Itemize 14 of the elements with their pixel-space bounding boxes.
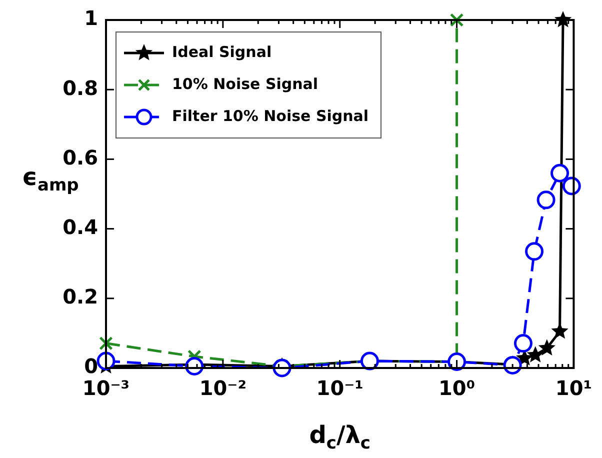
y-tick-label: 0.6 <box>62 145 98 170</box>
x-tick-label: 10⁰ <box>438 376 476 400</box>
x-tick-label: 10⁻² <box>199 376 247 400</box>
y-tick-label: 0.2 <box>62 284 98 309</box>
y-tick-label: 0 <box>84 354 98 378</box>
x-tick-label: 10¹ <box>555 376 592 400</box>
y-tick-label: 1 <box>84 6 98 30</box>
y-tick-label: 0.8 <box>62 76 98 100</box>
x-tick-label: 10⁻³ <box>82 376 130 400</box>
legend-label: Filter 10% Noise Signal <box>172 106 369 125</box>
y-tick-label: 0.4 <box>62 215 98 240</box>
legend-label: 10% Noise Signal <box>172 74 318 93</box>
x-tick-label: 10⁻¹ <box>316 376 364 400</box>
legend-label: Ideal Signal <box>172 42 272 61</box>
